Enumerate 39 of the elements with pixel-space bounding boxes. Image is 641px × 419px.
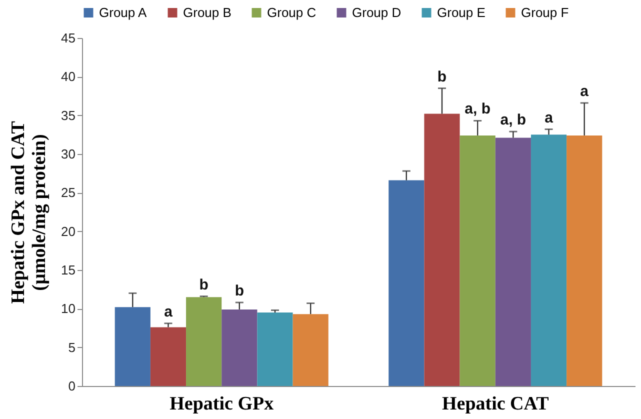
y-tick-label: 10 [61,301,76,316]
x-tick-label: Hepatic CAT [442,394,550,414]
legend-label: Group E [437,4,486,20]
data-label: b [199,276,208,294]
data-label: a, b [464,100,491,118]
bar [566,135,602,386]
y-tick-label: 40 [61,69,76,84]
y-tick-label: 20 [61,224,76,239]
y-tick-label: 0 [68,378,76,394]
bar [388,180,424,386]
data-label: a, b [500,112,526,129]
bar [186,297,222,386]
y-tick-label: 45 [61,30,76,46]
y-tick-label: 15 [61,262,76,278]
legend-label: Group C [267,4,316,20]
data-label: a [580,82,590,100]
bar [495,138,531,386]
y-tick-label: 25 [61,185,76,200]
y-axis-title: Hepatic GPx and CAT (µmole/mg protein) [8,120,50,304]
bar [114,307,150,386]
y-tick-label: 30 [61,146,76,162]
y-tick-label: 35 [61,108,76,123]
legend-label: Group A [99,4,148,20]
legend-label: Group F [521,4,569,20]
data-label: b [234,282,244,300]
y-tick-label: 5 [68,340,76,355]
bar [530,134,567,386]
bar [222,309,258,386]
bar [460,135,496,386]
bar [257,312,293,386]
x-tick-label: Hepatic GPx [170,394,274,414]
legend-label: Group D [352,4,402,20]
data-label: a [164,303,174,320]
data-label: b [437,68,447,86]
bar [424,114,460,386]
bar [292,314,328,386]
data-label: a [544,109,554,126]
legend-label: Group B [183,4,232,20]
bar [150,327,186,386]
